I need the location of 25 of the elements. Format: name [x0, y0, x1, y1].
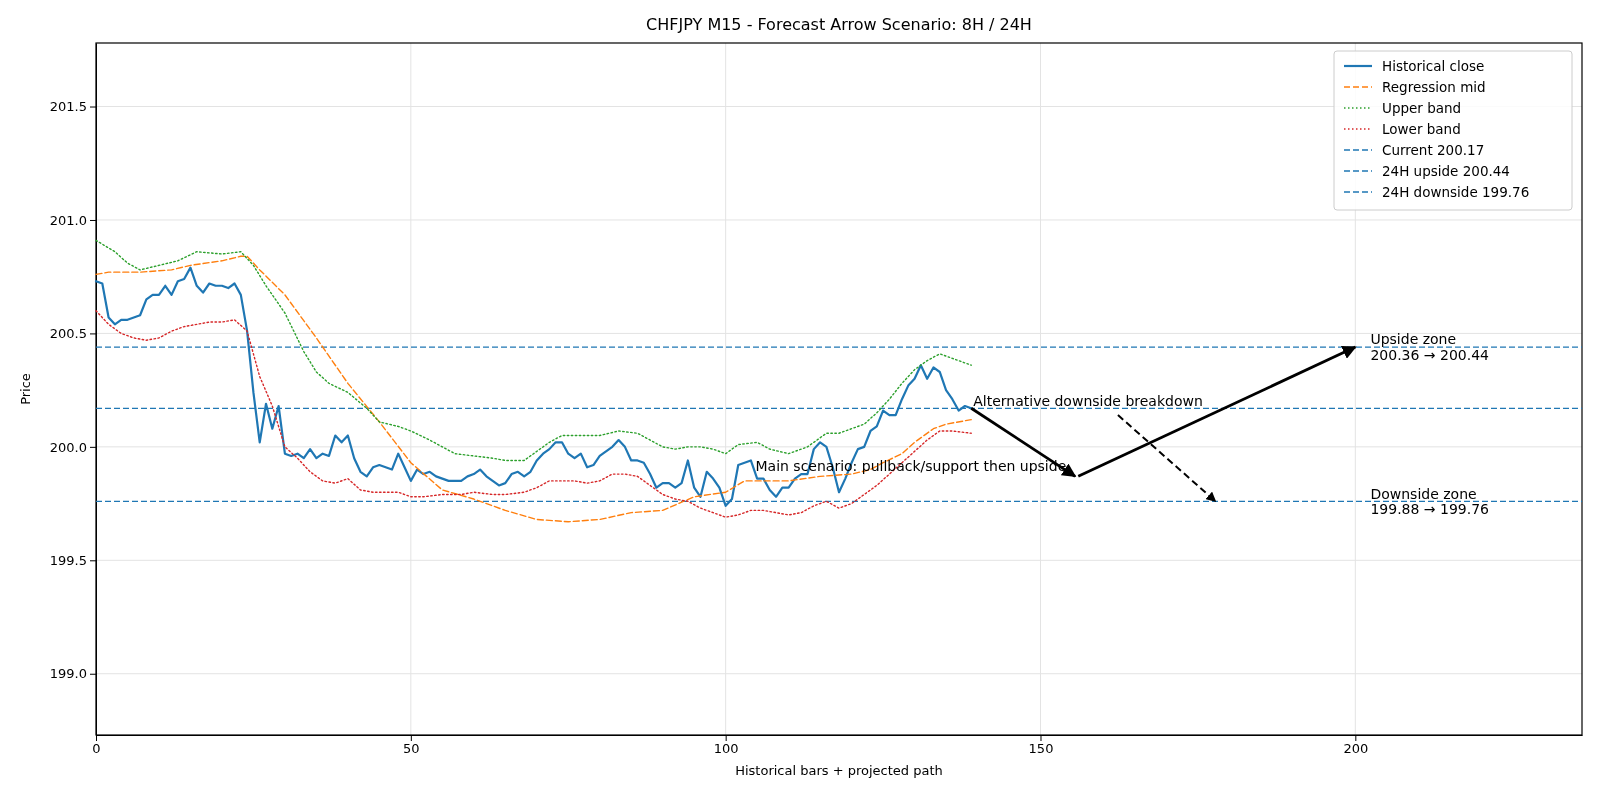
legend-label: Upper band — [1382, 99, 1462, 116]
x-tick-label: 0 — [92, 741, 101, 757]
legend-label: Regression mid — [1382, 78, 1486, 95]
y-axis-title: Price — [18, 373, 33, 405]
y-tick-label: 199.5 — [49, 552, 87, 568]
y-tick-label: 201.0 — [49, 212, 87, 228]
x-tick-label: 50 — [403, 741, 420, 757]
x-tick-label: 100 — [713, 741, 739, 757]
annotation: Alternative downside breakdown — [973, 393, 1203, 410]
legend-label: Lower band — [1382, 120, 1461, 137]
legend-label: Historical close — [1382, 57, 1485, 74]
legend-label: 24H downside 199.76 — [1382, 183, 1530, 200]
x-tick-label: 150 — [1028, 741, 1054, 757]
y-tick-label: 200.0 — [49, 439, 87, 455]
x-axis-title: Historical bars + projected path — [735, 763, 943, 778]
y-tick-label: 201.5 — [49, 99, 87, 115]
y-tick-label: 199.0 — [49, 666, 87, 682]
legend-label: Current 200.17 — [1382, 141, 1485, 158]
legend-label: 24H upside 200.44 — [1382, 162, 1510, 179]
line-series — [95, 239, 972, 462]
annotation: Upside zone 200.36 → 200.44 — [1370, 331, 1490, 363]
y-tick-label: 200.5 — [49, 326, 87, 342]
annotation: Downside zone 199.88 → 199.76 — [1370, 485, 1490, 517]
x-tick-label: 200 — [1343, 741, 1369, 757]
chart-title: CHFJPY M15 - Forecast Arrow Scenario: 8H / 24H — [646, 15, 1032, 34]
